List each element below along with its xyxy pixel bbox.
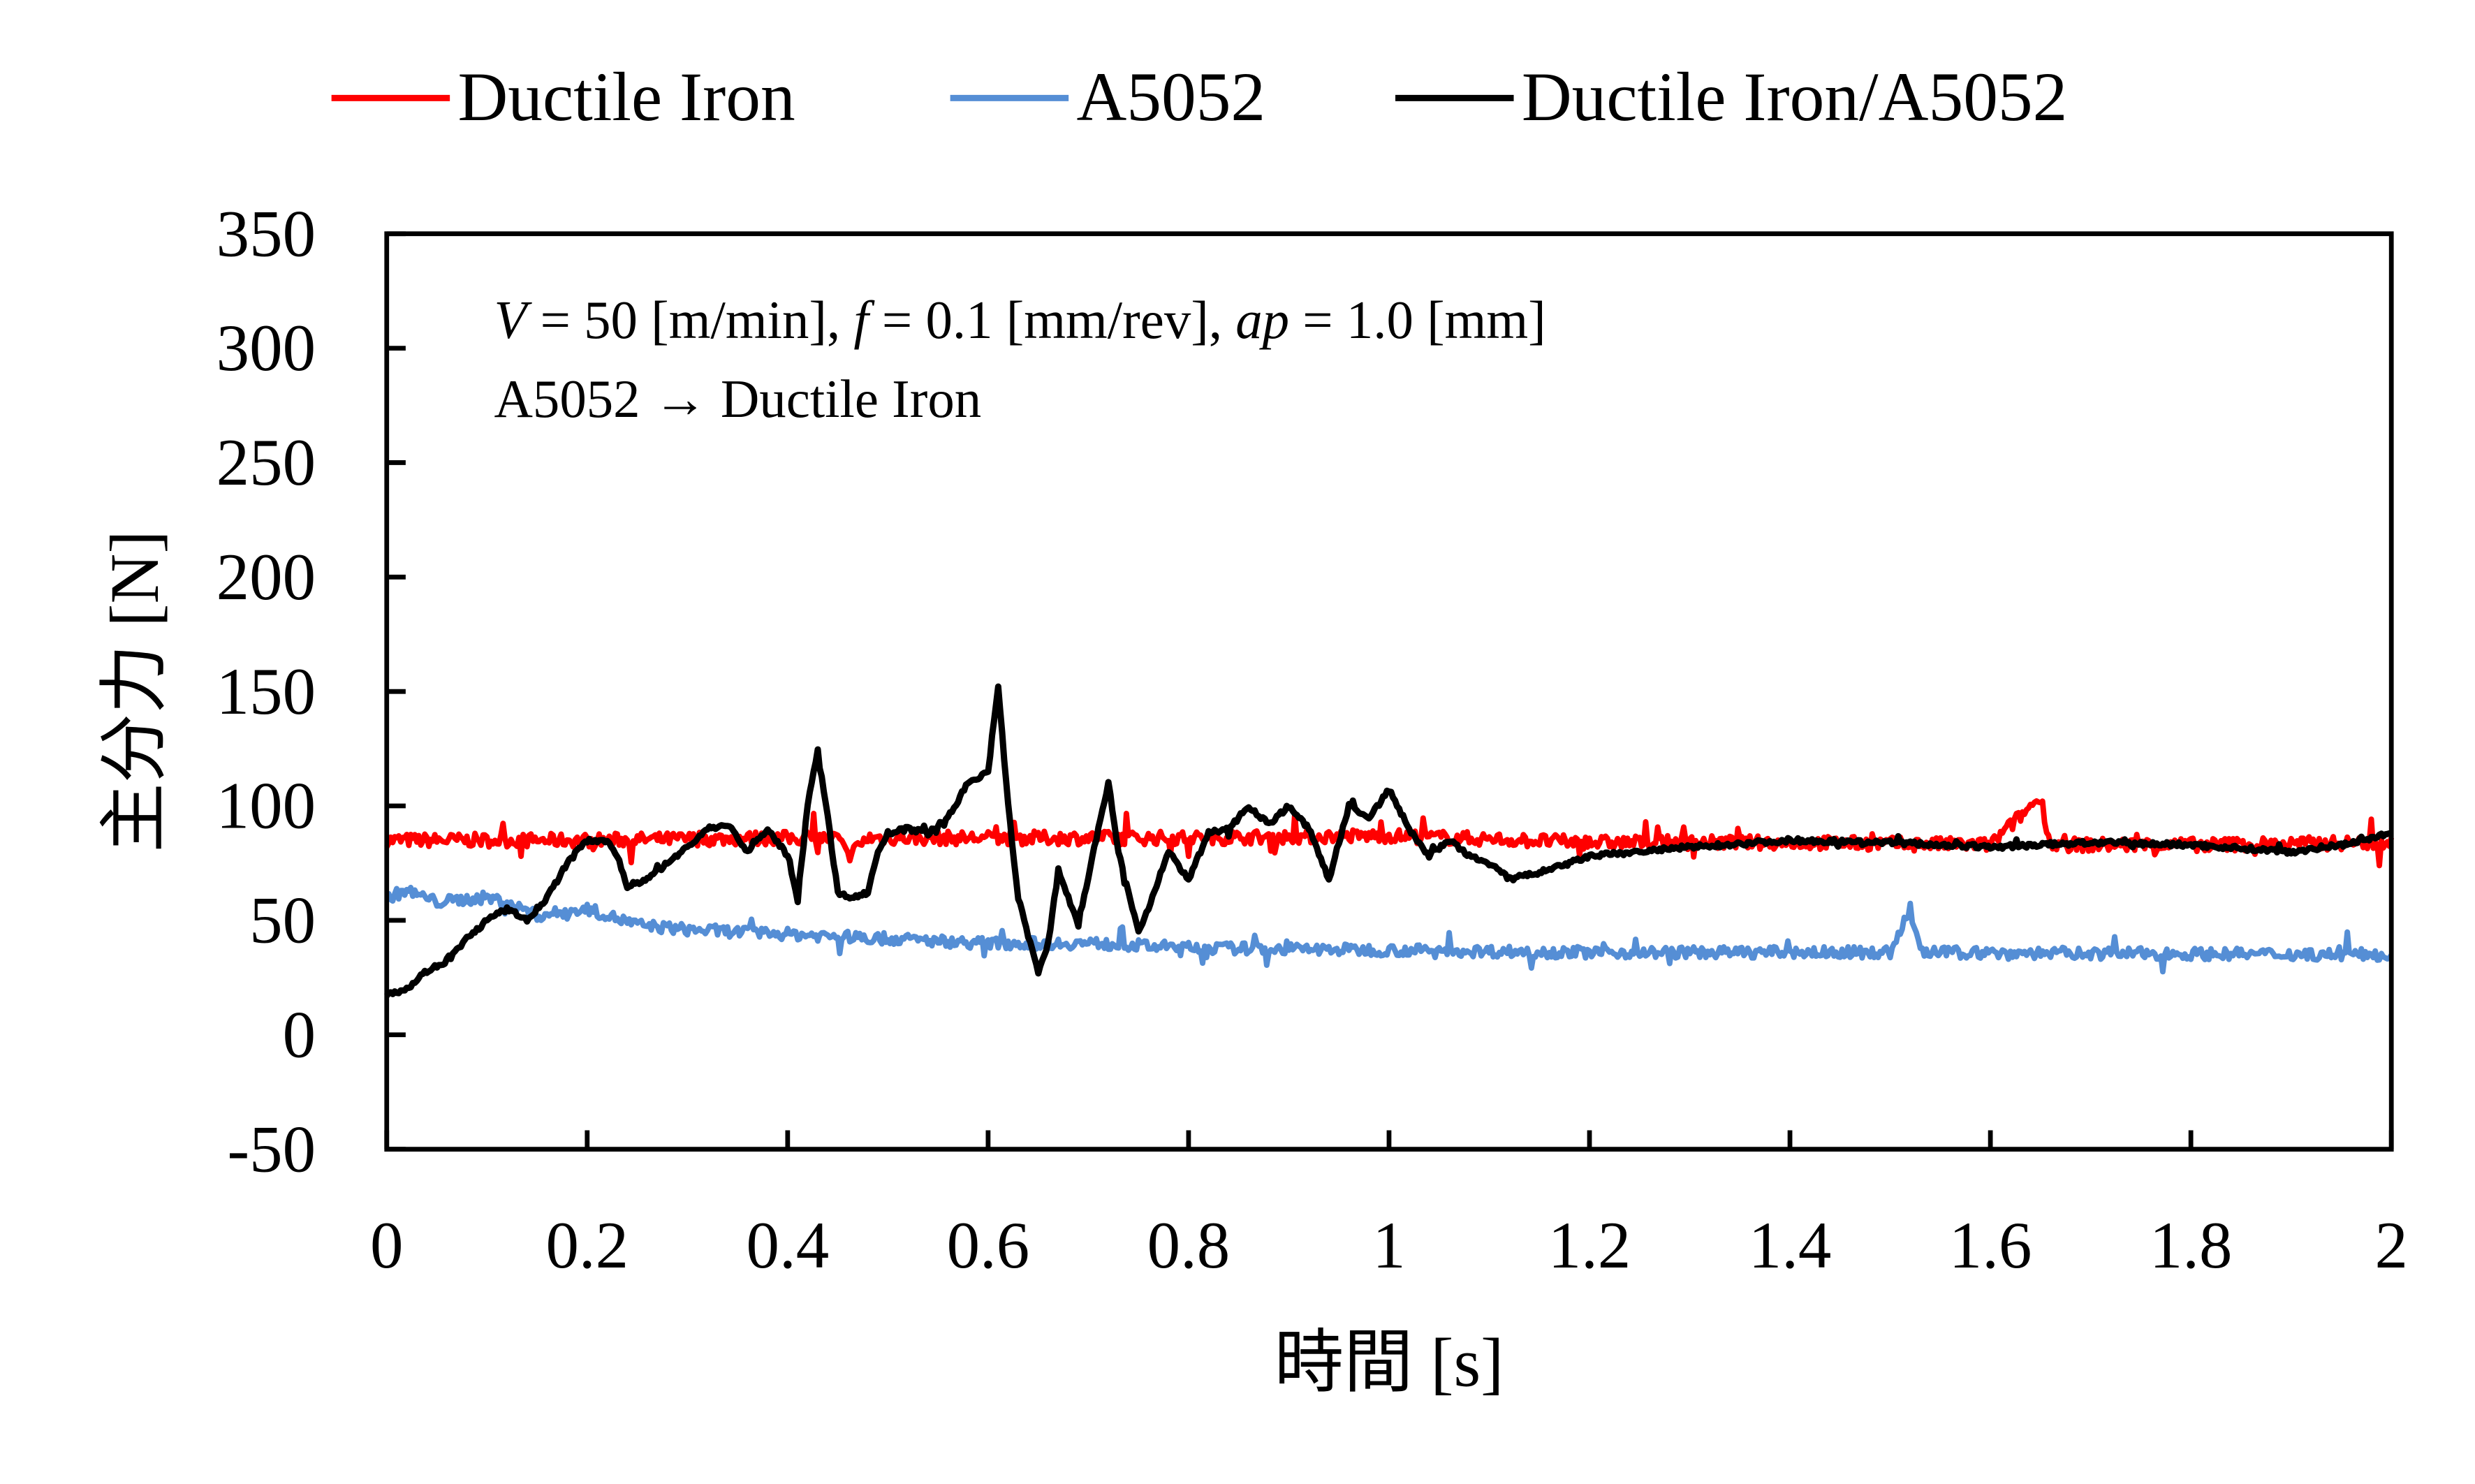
x-tick-label: 2 <box>2374 1208 2407 1282</box>
y-tick-label: -50 <box>228 1112 316 1186</box>
axis-ticks <box>384 231 2394 1152</box>
legend-label-combined: Ductile Iron/A5052 <box>1522 58 2068 135</box>
y-tick-label: 350 <box>216 196 316 270</box>
x-tick-label: 0.8 <box>1147 1208 1231 1282</box>
x-tick-label: 1.8 <box>2150 1208 2233 1282</box>
legend: Ductile Iron A5052 Ductile Iron/A5052 <box>331 58 2068 135</box>
y-tick-label: 250 <box>216 425 316 499</box>
x-tick-label: 1.4 <box>1749 1208 1832 1282</box>
y-tick-label: 300 <box>216 311 316 385</box>
x-tick-label: 0.2 <box>545 1208 629 1282</box>
series-line-a5052 <box>385 884 2394 975</box>
legend-label-ductile-iron: Ductile Iron <box>457 58 795 135</box>
x-tick-label: 1 <box>1372 1208 1405 1282</box>
legend-label-a5052: A5052 <box>1076 58 1265 135</box>
x-tick-labels: 0 0.2 0.4 0.6 0.8 1 1.2 1.4 1.6 1.8 2 <box>370 1208 2408 1282</box>
x-tick-label: 0.4 <box>747 1208 830 1282</box>
y-tick-label: 50 <box>249 883 316 957</box>
conditions-annotation: V = 50 [m/min], f = 0.1 [mm/rev], ap = 1… <box>494 291 1545 350</box>
y-tick-label: 100 <box>216 769 316 843</box>
y-tick-label: 200 <box>216 540 316 614</box>
y-tick-labels: -50 0 50 100 150 200 250 300 350 <box>216 196 316 1186</box>
y-tick-label: 0 <box>283 997 316 1071</box>
direction-annotation: A5052 → Ductile Iron <box>494 369 981 429</box>
y-tick-label: 150 <box>216 654 316 728</box>
x-axis-label: 時間 [s] <box>1275 1324 1504 1402</box>
series-lines <box>384 683 2395 998</box>
series-line-ductile-iron-a5052 <box>384 683 2393 998</box>
x-tick-label: 0 <box>370 1208 403 1282</box>
x-tick-label: 0.6 <box>947 1208 1030 1282</box>
x-tick-label: 1.2 <box>1548 1208 1631 1282</box>
series-line-ductile-iron <box>384 798 2395 869</box>
x-tick-label: 1.6 <box>1949 1208 2032 1282</box>
y-axis-label: 主分力 [N] <box>96 531 173 853</box>
